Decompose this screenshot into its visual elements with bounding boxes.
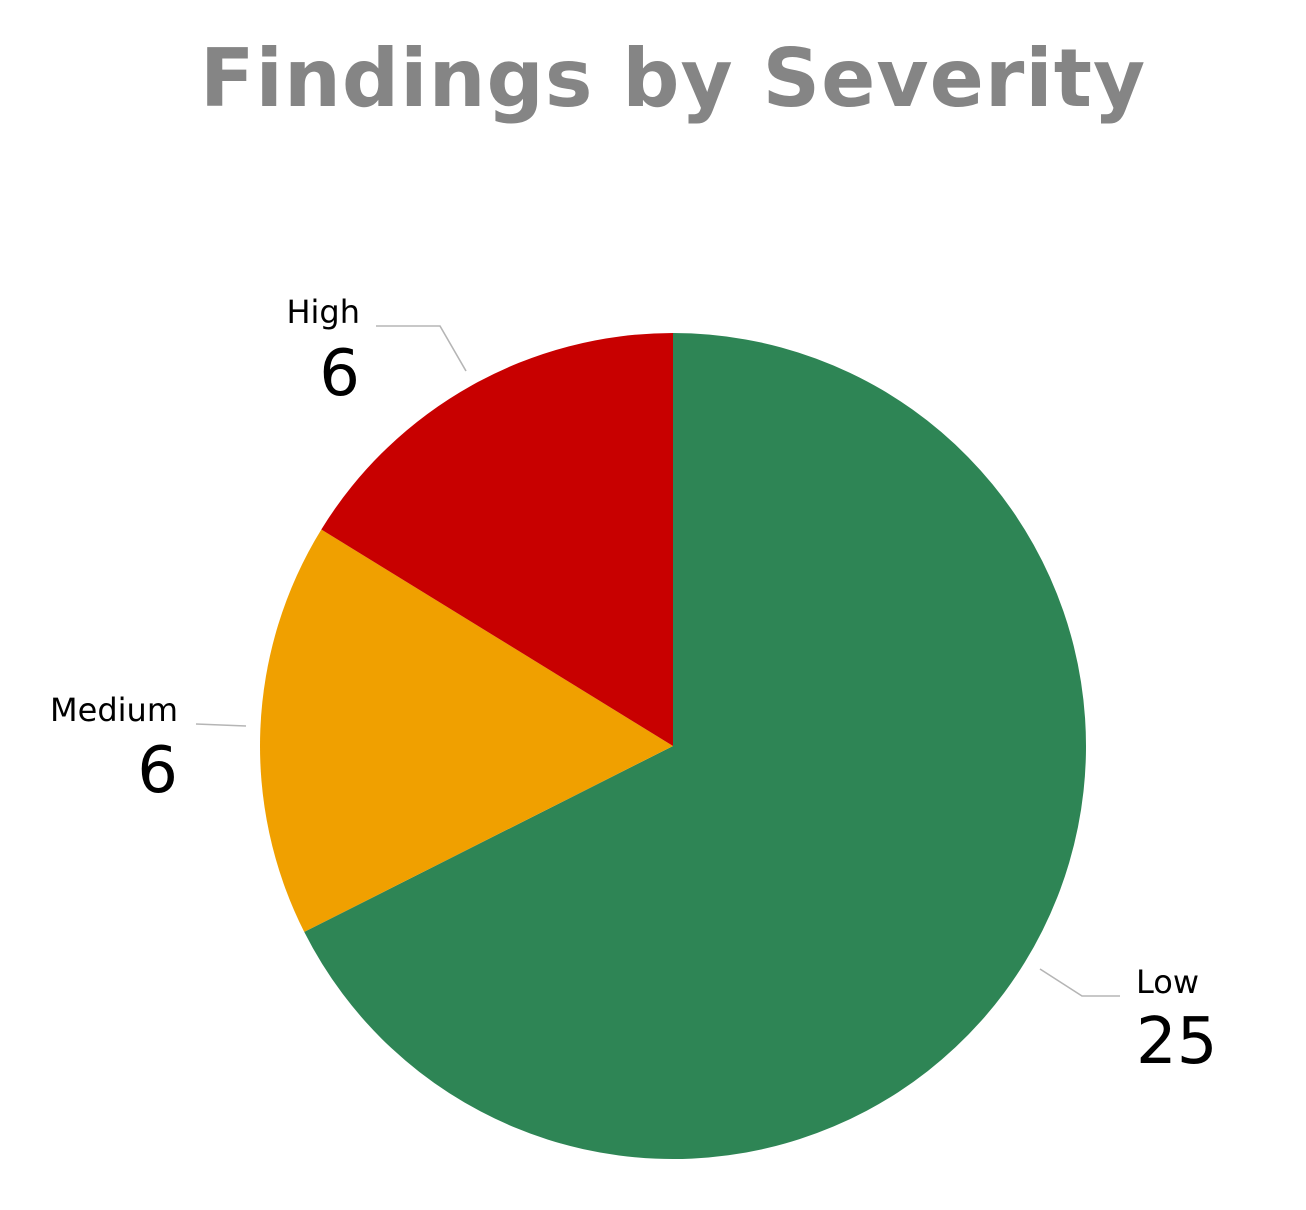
pie-slice-low <box>304 333 1087 1160</box>
leader-line-high <box>376 325 467 372</box>
leader-line-medium <box>195 723 247 727</box>
pie-slice-medium <box>260 529 673 932</box>
data-label-value-high: 6 <box>319 337 360 411</box>
pie-slices <box>260 333 1087 1160</box>
pie-labels: Low 25 Medium 6 High 6 <box>50 293 1217 1079</box>
chart-title: Findings by Severity <box>199 32 1147 125</box>
data-label-category-low: Low <box>1136 963 1199 1001</box>
pie-slice-high <box>321 333 673 746</box>
leader-line-low <box>1039 968 1120 997</box>
data-label-value-low: 25 <box>1136 1005 1217 1079</box>
data-label-value-medium: 6 <box>137 734 178 808</box>
data-label-category-medium: Medium <box>50 691 178 729</box>
data-label-category-high: High <box>286 293 360 331</box>
